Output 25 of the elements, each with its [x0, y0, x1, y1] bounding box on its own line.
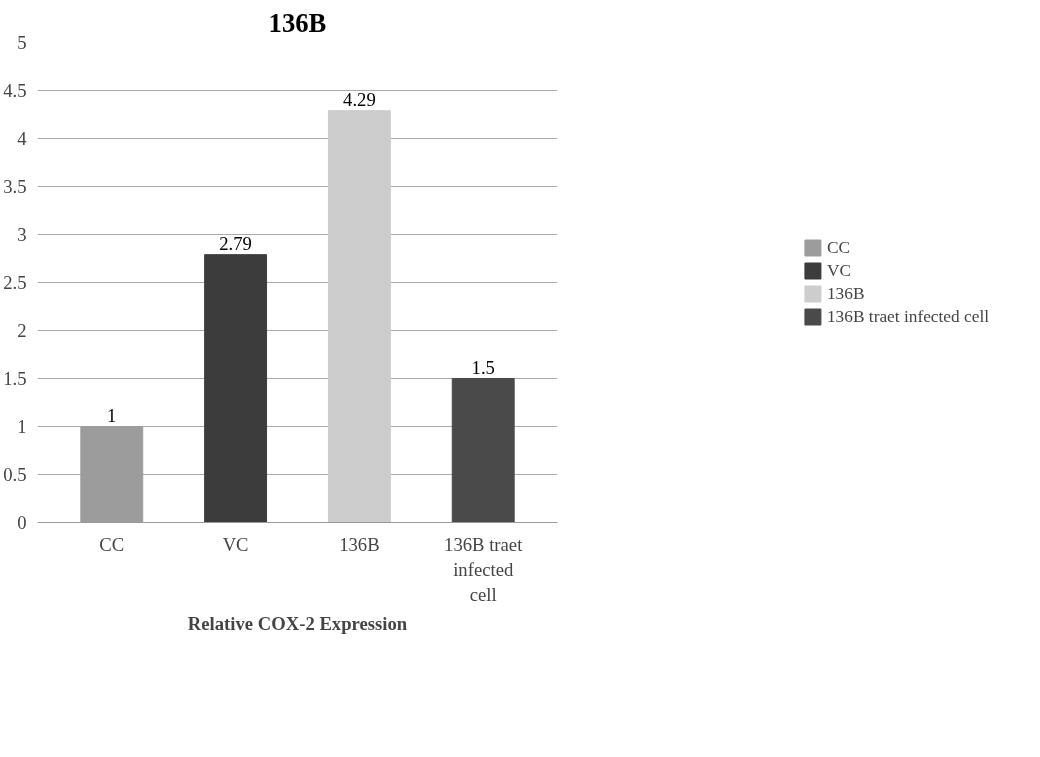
- y-tick-label: 3.5: [3, 176, 27, 197]
- x-axis-title: Relative COX-2 Expression: [187, 612, 408, 634]
- y-tick-label: 1: [17, 416, 27, 437]
- y-tick-label: 3: [17, 224, 27, 245]
- x-tick-label: VC: [222, 533, 249, 555]
- legend-label: 136B: [826, 283, 865, 304]
- y-tick-label: 4: [17, 128, 28, 149]
- y-tick-label: 5: [17, 32, 27, 53]
- legend-label: VC: [826, 260, 852, 281]
- y-tick-label: 2: [17, 320, 27, 341]
- x-tick-label: 136B: [339, 533, 380, 555]
- x-tick-label: CC: [99, 533, 125, 555]
- y-tick-label: 0: [17, 512, 27, 533]
- y-tick-label: 0.5: [3, 464, 27, 485]
- y-tick-label: 4.5: [3, 80, 27, 101]
- data-label: 1: [107, 404, 117, 426]
- y-tick-label: 2.5: [3, 272, 27, 293]
- data-label: 2.79: [219, 232, 252, 254]
- data-label: 4.29: [343, 88, 376, 110]
- y-tick-label: 1.5: [3, 368, 27, 389]
- legend-label: CC: [826, 237, 851, 258]
- legend-label: 136B traet infected cell: [826, 306, 990, 327]
- data-label: 1.5: [471, 356, 495, 378]
- chart-title: 136B: [268, 7, 327, 38]
- x-tick-label: 136B traet infected cell: [444, 533, 524, 605]
